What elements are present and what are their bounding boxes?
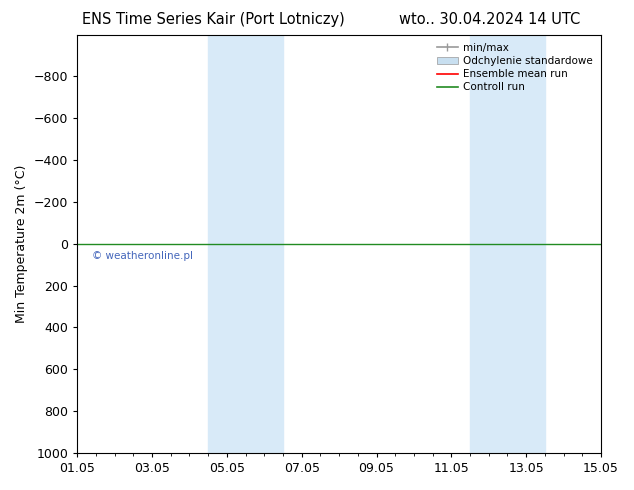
Y-axis label: Min Temperature 2m (°C): Min Temperature 2m (°C) xyxy=(15,165,28,323)
Bar xyxy=(470,35,545,453)
Text: ENS Time Series Kair (Port Lotniczy): ENS Time Series Kair (Port Lotniczy) xyxy=(82,12,345,27)
Bar xyxy=(208,35,283,453)
Text: wto.. 30.04.2024 14 UTC: wto.. 30.04.2024 14 UTC xyxy=(399,12,581,27)
Legend: min/max, Odchylenie standardowe, Ensemble mean run, Controll run: min/max, Odchylenie standardowe, Ensembl… xyxy=(434,40,596,96)
Text: © weatheronline.pl: © weatheronline.pl xyxy=(92,251,193,261)
